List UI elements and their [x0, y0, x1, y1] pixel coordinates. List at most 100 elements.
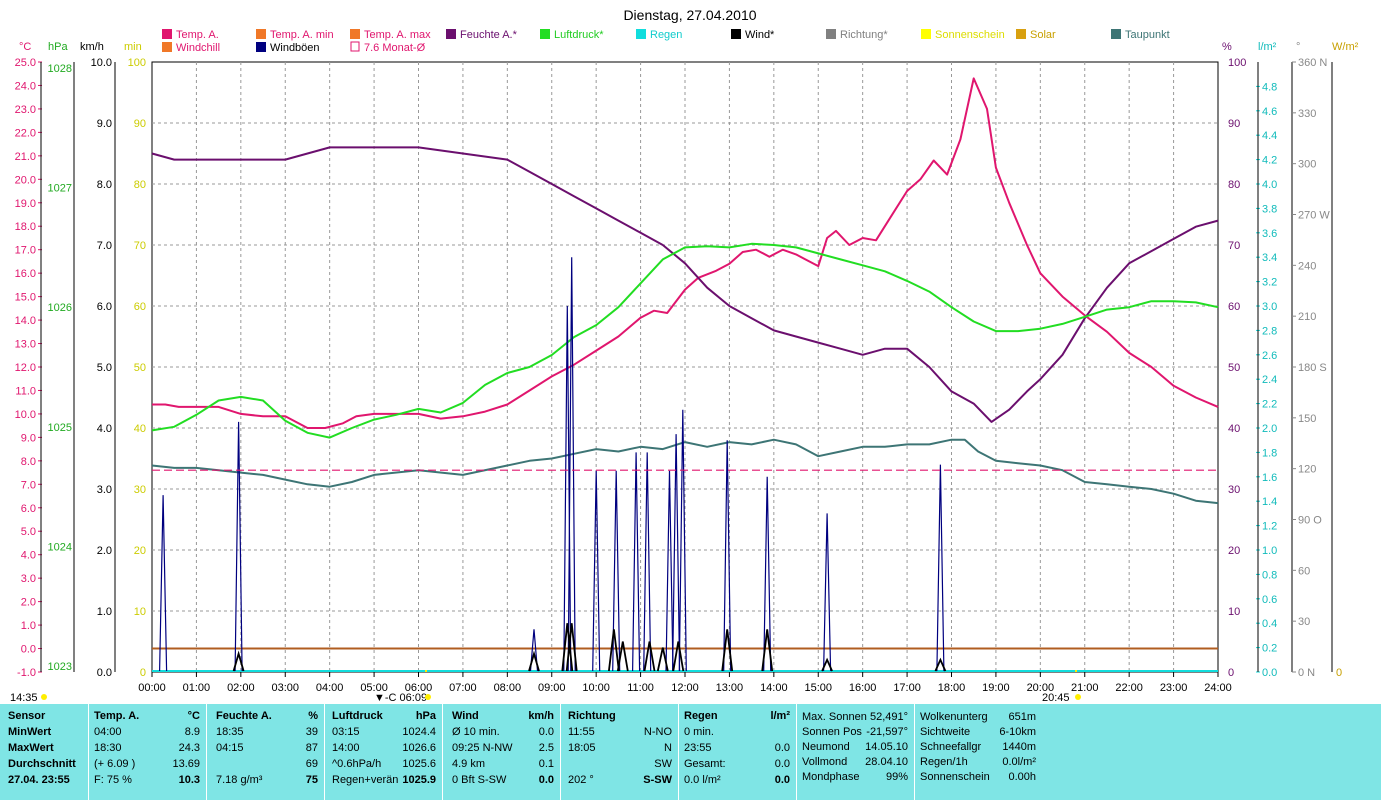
legend-label: Windböen — [270, 42, 320, 54]
temp-axis-label: -1.0 — [17, 667, 36, 679]
legend: Temp. A. Temp. A. min Temp. A. max Feuchte … — [162, 29, 1170, 54]
stats-misc-label: Schneefallgr — [920, 741, 982, 753]
dewpoint-line — [151, 438, 1219, 505]
stats-wind-value: 2.5 — [538, 742, 554, 754]
temp-axis-label: 17.0 — [15, 245, 36, 257]
stats-direction-value: N-NO — [643, 726, 672, 738]
temp-axis-label: 9.0 — [21, 432, 36, 444]
temp-axis-label: 0.0 — [21, 644, 36, 656]
stats-temp-unit: °C — [187, 710, 200, 722]
rain-axis-label: 1.8 — [1262, 447, 1277, 459]
stats-temp-time: (+ 6.09 ) — [94, 758, 136, 770]
sun-axis-label: 80 — [134, 179, 146, 191]
stats-humidity-time: 18:35 — [216, 726, 244, 738]
rain-axis-label: 4.4 — [1262, 130, 1277, 142]
pressure-axis-label: 1028 — [48, 63, 72, 75]
x-tick-label: 08:00 — [494, 682, 522, 694]
stats-misc-value: 0.0l/m² — [1002, 756, 1036, 768]
rain-axis-label: 3.4 — [1262, 252, 1277, 264]
gust-spike — [529, 629, 539, 672]
solar-axis-label: 0 — [1336, 667, 1342, 679]
temp-axis-label: 23.0 — [15, 104, 36, 116]
temp-axis-label: 16.0 — [15, 268, 36, 280]
gust-spike — [936, 464, 945, 672]
direction-axis-label: 300 — [1298, 159, 1316, 171]
wind-spike — [616, 641, 629, 672]
temp-axis-label: 11.0 — [15, 385, 36, 397]
legend-swatch — [1016, 29, 1026, 39]
x-tick-label: 02:00 — [227, 682, 255, 694]
stats-sun-label: Mondphase — [802, 771, 860, 783]
stats-rain-time: 0 min. — [684, 726, 714, 738]
stats-misc-label: Sonnenschein — [920, 771, 990, 783]
legend-swatch — [731, 29, 741, 39]
stats-misc-value: 1440m — [1002, 741, 1036, 753]
stats-pressure-time: 03:15 — [332, 726, 360, 738]
sun-axis-label: 20 — [134, 545, 146, 557]
stats-humidity-value: 39 — [305, 726, 318, 738]
stats-direction-value: N — [664, 742, 672, 754]
gust-spike — [763, 476, 772, 672]
stats-misc-column: Wolkenunterg 651m Sichtweite 6-10km Schnee… — [920, 710, 1036, 785]
legend-item: Sonnenschein — [921, 29, 1005, 41]
legend-swatch — [921, 29, 931, 39]
wind-spike — [565, 623, 578, 672]
stats-row-label: MinWert — [8, 726, 52, 738]
sun-axis-label: 50 — [134, 362, 146, 374]
legend-label: Windchill — [176, 42, 220, 54]
pressure-line — [151, 242, 1219, 439]
rain-axis-label: 1.2 — [1262, 521, 1277, 533]
legend-item: Taupunkt — [1111, 29, 1170, 41]
legend-label: Temp. A. min — [270, 29, 334, 41]
stats-rain-value: 0.0 — [774, 758, 790, 770]
stats-rain-header: Regen — [684, 710, 718, 722]
humidity-axis-label: 50 — [1228, 362, 1240, 374]
stats-rain-time: 23:55 — [684, 742, 712, 754]
x-tick-label: 05:00 — [360, 682, 388, 694]
humidity-axis-label: 40 — [1228, 423, 1240, 435]
stats-wind-value: 0.0 — [538, 726, 554, 738]
axis-unit-label: hPa — [48, 41, 68, 53]
axis-unit-label: min — [124, 41, 142, 53]
gust-spike — [723, 440, 732, 672]
temp-axis-label: 24.0 — [15, 80, 36, 92]
temp-axis-label: 19.0 — [15, 198, 36, 210]
stats-direction-time: 11:55 — [568, 726, 595, 738]
rain-axis-label: 2.0 — [1262, 423, 1277, 435]
humidity-axis-label: 20 — [1228, 545, 1240, 557]
stats-pressure-header: Luftdruck — [332, 710, 383, 722]
wind-axis-label: 5.0 — [97, 362, 112, 374]
direction-axis-label: 60 — [1298, 565, 1310, 577]
stats-pressure-column: Luftdruck hPa 03:15 1024.4 14:00 1026.6 ^0.… — [332, 708, 436, 788]
stats-temp-header: Temp. A. — [94, 710, 140, 722]
stats-temp-value: 24.3 — [178, 742, 200, 754]
pressure-axis-label: 1027 — [48, 183, 72, 195]
direction-axis-label: 90 O — [1298, 515, 1322, 527]
stats-sun-value: 99% — [885, 771, 908, 783]
rain-axis-label: 4.2 — [1262, 155, 1277, 167]
legend-label: Richtung* — [840, 29, 888, 41]
rain-axis-label: 3.2 — [1262, 277, 1277, 289]
x-tick-label: 23:00 — [1160, 682, 1188, 694]
temp-axis-label: 14.0 — [15, 315, 36, 327]
stats-direction-column: Richtung 11:55 N-NO 18:05 N SW 202 ° S-SW — [568, 708, 672, 788]
x-tick-label: 09:00 — [538, 682, 566, 694]
legend-item: Regen — [636, 29, 682, 41]
gust-spike — [672, 434, 681, 672]
stats-pressure-value: 1025.9 — [402, 774, 436, 786]
x-tick-label: 06:00 — [405, 682, 433, 694]
wind-axis-label: 8.0 — [97, 179, 112, 191]
direction-axis-label: 360 N — [1298, 57, 1327, 69]
stats-sensor-column: Sensor MinWert MaxWert Durchschnitt 27.0… — [8, 708, 86, 788]
left-time-label: 14:35 — [10, 692, 38, 704]
temp-axis-label: 6.0 — [21, 503, 36, 515]
legend-item: Feuchte A.* — [446, 29, 518, 41]
x-tick-label: 24:00 — [1204, 682, 1232, 694]
wind-spike — [608, 629, 620, 672]
legend-swatch — [350, 29, 360, 39]
direction-axis-label: 150 — [1298, 413, 1316, 425]
temp-line — [152, 77, 1219, 429]
legend-swatch — [162, 29, 172, 39]
legend-item: Luftdruck* — [540, 29, 604, 41]
rain-axis-label: 0.4 — [1262, 618, 1277, 630]
